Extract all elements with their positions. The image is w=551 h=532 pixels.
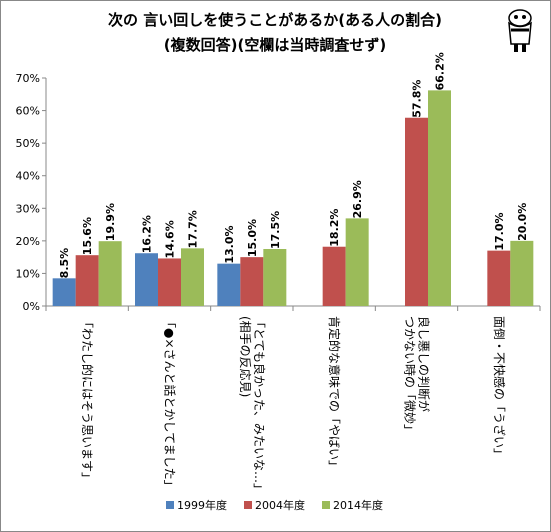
legend-swatch <box>244 501 252 509</box>
y-tick-label: 50% <box>16 137 40 150</box>
data-label: 17.7% <box>187 210 200 248</box>
data-label: 66.2% <box>434 52 447 90</box>
bar <box>487 250 511 306</box>
category-label: 良し悪しの判断が <box>417 316 432 412</box>
bar <box>158 258 181 306</box>
data-label: 20.0% <box>516 203 529 241</box>
data-label: 26.9% <box>351 180 364 218</box>
chart-title: 次の 言い回しを使うことがあるか(ある人の割合) (複数回答)(空欄は当時調査せず… <box>108 11 442 54</box>
bar <box>510 240 534 306</box>
chart-title-line: 次の 言い回しを使うことがあるか(ある人の割合) <box>108 11 442 29</box>
bar <box>75 255 99 306</box>
y-tick-label: 0% <box>23 300 40 313</box>
y-tick-label: 30% <box>16 202 40 215</box>
data-label: 17.5% <box>269 211 282 249</box>
mascot-icon <box>508 9 532 52</box>
legend-swatch <box>322 501 330 509</box>
bar <box>345 218 369 306</box>
bar <box>322 246 346 306</box>
category-label: (相手の反応見) <box>238 316 252 397</box>
bar <box>428 90 451 307</box>
bar <box>181 248 204 306</box>
y-tick-label: 40% <box>16 170 40 183</box>
bar <box>263 249 287 306</box>
data-label: 15.0% <box>246 219 259 257</box>
category-label: 「●×さんと話とかしてました」 <box>163 316 178 492</box>
legend-label: 1999年度 <box>177 498 227 512</box>
category-label: つかない時の「微妙」 <box>403 316 417 436</box>
bar <box>52 278 76 306</box>
y-tick-label: 10% <box>16 267 40 280</box>
data-label: 15.6% <box>81 217 94 255</box>
legend-swatch <box>166 501 174 509</box>
y-tick-label: 20% <box>16 235 40 248</box>
y-tick-label: 70% <box>16 72 40 85</box>
y-tick-label: 60% <box>16 105 40 118</box>
bar <box>217 263 241 306</box>
bar <box>405 117 428 306</box>
data-label: 16.2% <box>141 215 154 253</box>
data-labels: 8.5% 15.6% 19.9% 16.2% 14.6% 17.7% 13.0% 15.0% 1… <box>58 52 529 278</box>
data-label: 13.0% <box>223 225 236 263</box>
category-label: 「とても良かった、みたいな…」 <box>252 316 267 495</box>
chart-title-line: (複数回答)(空欄は当時調査せず) <box>164 36 386 54</box>
data-label: 8.5% <box>58 248 71 279</box>
y-axis: 0% 10% 20% 30% 40% 50% 60% 70% <box>16 72 541 313</box>
category-label: 「わたし的にはそう思います」 <box>80 316 95 484</box>
data-label: 17.0% <box>493 212 506 250</box>
legend-label: 2004年度 <box>255 498 305 512</box>
bar <box>240 257 264 306</box>
data-label: 19.9% <box>104 203 117 241</box>
legend: 1999年度 2004年度 2014年度 <box>166 498 383 512</box>
data-label: 57.8% <box>411 80 424 118</box>
data-label: 14.6% <box>164 220 177 258</box>
bars <box>52 90 534 307</box>
category-label: 肯定的な意味での「やばい」 <box>327 316 342 472</box>
category-label: 面倒・不快感の「うざい」 <box>492 316 507 460</box>
bar <box>98 241 122 306</box>
category-labels: 「わたし的にはそう思います」 「●×さんと話とかしてました」 「とても良かった、みた… <box>80 316 507 495</box>
bar <box>135 253 158 306</box>
legend-label: 2014年度 <box>333 498 383 512</box>
data-label: 18.2% <box>328 209 341 247</box>
